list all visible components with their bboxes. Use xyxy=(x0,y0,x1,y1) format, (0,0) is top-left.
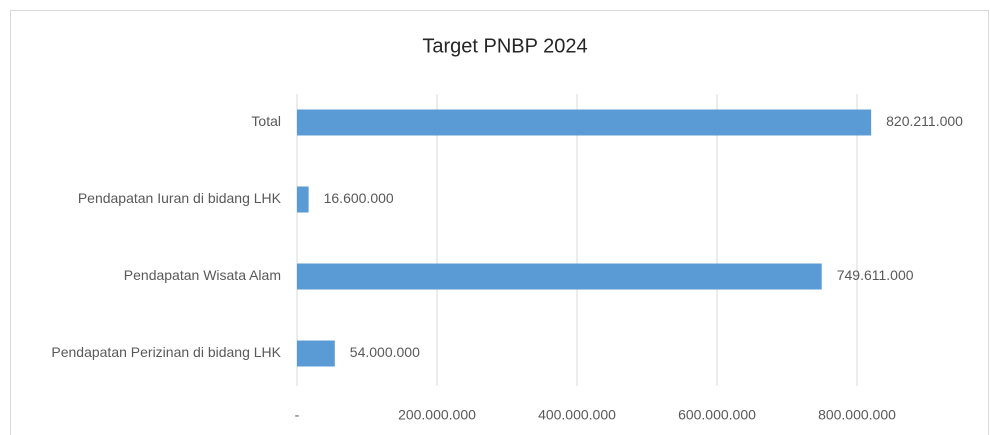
bar xyxy=(297,186,309,213)
x-tick-label: 600.000.000 xyxy=(678,407,756,423)
data-label: 16.600.000 xyxy=(324,190,394,206)
data-label: 820.211.000 xyxy=(886,113,963,129)
y-tick-label: Pendapatan Perizinan di bidang LHK xyxy=(51,344,281,360)
bar xyxy=(297,263,822,290)
x-tick-label: 400.000.000 xyxy=(538,407,616,423)
chart-border xyxy=(10,10,989,435)
x-tick-label: - xyxy=(295,407,300,423)
data-label: 749.611.000 xyxy=(837,267,914,283)
y-tick-label: Total xyxy=(251,113,281,129)
x-tick-label: 800.000.000 xyxy=(818,407,896,423)
data-label: 54.000.000 xyxy=(350,344,420,360)
bar xyxy=(297,340,335,367)
chart-title: Target PNBP 2024 xyxy=(422,35,587,57)
bar xyxy=(297,109,872,136)
x-tick-label: 200.000.000 xyxy=(398,407,476,423)
y-tick-label: Pendapatan Iuran di bidang LHK xyxy=(78,190,282,206)
y-tick-label: Pendapatan Wisata Alam xyxy=(124,267,281,283)
